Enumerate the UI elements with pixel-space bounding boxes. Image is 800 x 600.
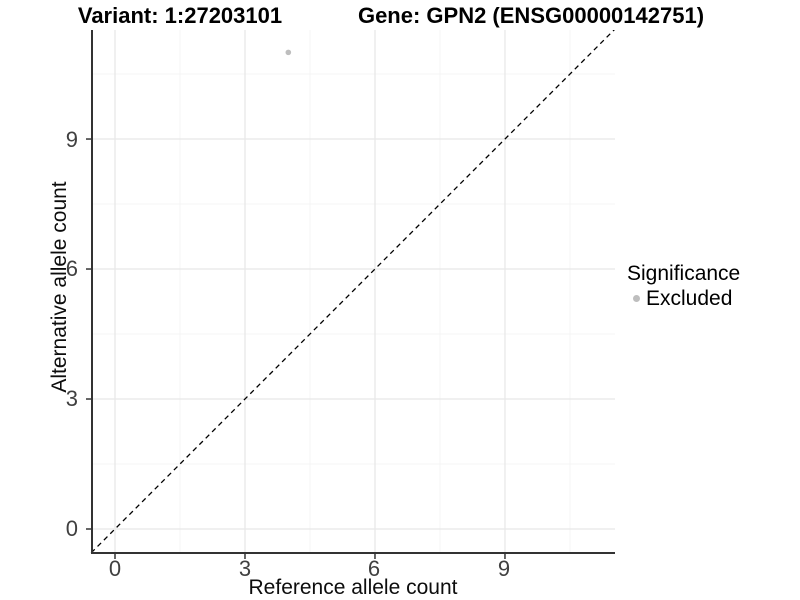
- legend: Significance Excluded: [627, 261, 740, 311]
- plot-title-variant: Variant: 1:27203101: [77, 3, 283, 28]
- excluded-point-icon: [633, 295, 640, 302]
- y-axis-title: Alternative allele count: [48, 181, 71, 393]
- y-tick-label: 3: [65, 386, 78, 411]
- legend-entry-excluded: Excluded: [627, 286, 740, 311]
- x-tick-label: 3: [238, 556, 252, 581]
- data-point: [285, 49, 292, 56]
- plot-title-gene: Gene: GPN2 (ENSG00000142751): [357, 3, 705, 28]
- x-axis-title: Reference allele count: [248, 576, 458, 599]
- y-tick-label: 9: [65, 127, 78, 152]
- x-tick-label: 6: [367, 556, 381, 581]
- legend-entry-label: Excluded: [646, 287, 733, 310]
- y-tick-label: 0: [65, 516, 78, 541]
- plot-svg: [86, 30, 615, 559]
- legend-title: Significance: [627, 262, 741, 285]
- x-tick-label: 0: [108, 556, 122, 581]
- x-tick-label: 9: [497, 556, 511, 581]
- y-tick-label: 6: [65, 256, 78, 281]
